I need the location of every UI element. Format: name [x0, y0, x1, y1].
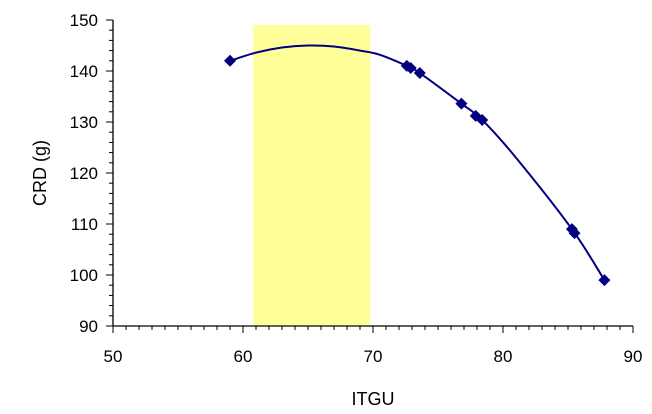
- data-point-marker: [568, 227, 581, 240]
- data-point-marker: [455, 97, 468, 110]
- y-tick-label: 100: [70, 266, 98, 285]
- x-tick-label: 80: [494, 347, 513, 366]
- series-line: [229, 44, 606, 281]
- highlight-band: [253, 25, 371, 326]
- x-tick-label: 70: [364, 347, 383, 366]
- curve-layer: [229, 44, 606, 281]
- data-point-marker: [404, 61, 417, 74]
- highlight-band-layer: [253, 25, 371, 326]
- x-axis-title: ITGU: [352, 389, 395, 409]
- data-point-marker: [476, 113, 489, 126]
- data-point-marker: [413, 67, 426, 80]
- marker-layer: [224, 54, 611, 287]
- x-tick-label: 90: [624, 347, 643, 366]
- y-tick-label: 150: [70, 11, 98, 30]
- y-tick-label: 110: [71, 215, 98, 234]
- y-tick-label: 130: [70, 113, 98, 132]
- y-tick-label: 120: [70, 164, 98, 183]
- y-axis-title: CRD (g): [30, 140, 50, 206]
- x-tick-label: 60: [234, 347, 253, 366]
- tick-labels: 50 60 70 80 90 90 100 110 120 130 140 150: [70, 11, 643, 366]
- x-tick-label: 50: [104, 347, 123, 366]
- y-tick-label: 90: [79, 317, 98, 336]
- data-point-marker: [598, 274, 611, 287]
- y-tick-label: 140: [70, 62, 98, 81]
- axes: [106, 19, 634, 333]
- data-point-marker: [224, 54, 236, 67]
